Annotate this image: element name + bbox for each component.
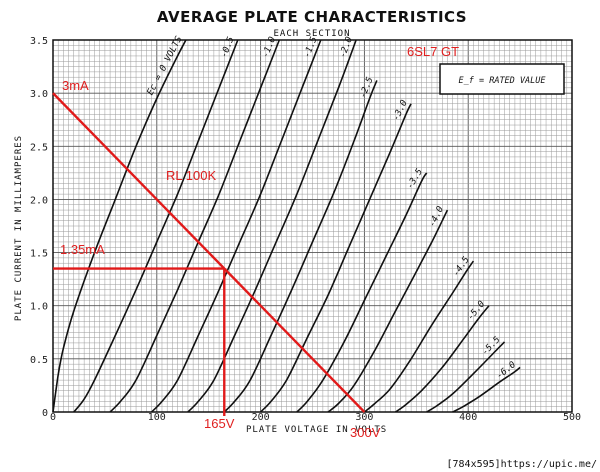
- curve--4.5: [363, 260, 475, 413]
- tick-labels: 0 100 200 300 400 500 0 0.5 1.0 1.5 2.0 2.5 3.0 3.5: [30, 36, 581, 423]
- x-axis-label: PLATE VOLTAGE IN VOLTS: [246, 425, 387, 435]
- x-tick-label: 300: [355, 412, 373, 423]
- grid: [52, 39, 573, 413]
- operating-voltage-label: 165V: [204, 416, 235, 431]
- note-box: [439, 63, 565, 95]
- chart-subtitle: EACH SECTION: [273, 29, 350, 39]
- load-line: [52, 92, 366, 413]
- x-tick-label: 200: [252, 412, 270, 423]
- curve--1.0: [109, 39, 281, 413]
- watermark: [784x595]https://upic.me/: [446, 459, 597, 470]
- plot-border: [52, 39, 573, 413]
- x-intercept-label: 300V: [350, 425, 381, 440]
- curve--2.5: [223, 80, 378, 413]
- load-line-label: RL 100K: [166, 168, 216, 183]
- curve--3.0: [260, 103, 412, 413]
- chart-title: AVERAGE PLATE CHARACTERISTICS: [157, 8, 467, 26]
- y-tick-label: 3.5: [30, 36, 48, 47]
- curve--4.0: [327, 209, 449, 413]
- y-tick-label: 0.5: [30, 355, 48, 366]
- operating-current-label: 1.35mA: [60, 242, 105, 257]
- y-tick-label: 3.0: [30, 89, 48, 100]
- y-tick-label: 0: [42, 408, 48, 419]
- y-tick-label: 1.0: [30, 302, 48, 313]
- curve--5.5: [426, 341, 506, 413]
- note-text: E_f = RATED VALUE: [459, 76, 547, 86]
- load-line-annotations: [52, 92, 366, 416]
- y-intercept-label: 3mA: [62, 78, 89, 93]
- curve--0.5: [73, 39, 239, 413]
- curve--6.0: [452, 366, 521, 413]
- tube-type-label: 6SL7 GT: [407, 44, 459, 59]
- x-tick-label: 500: [563, 412, 581, 423]
- x-tick-label: 0: [50, 412, 56, 423]
- curve--3.5: [296, 172, 428, 413]
- curve-ec-0-volts: [52, 39, 187, 413]
- curve--1.5: [151, 39, 322, 413]
- curve--2.0: [187, 39, 357, 413]
- curve--5.0: [395, 305, 490, 413]
- y-tick-label: 1.5: [30, 249, 48, 260]
- y-tick-label: 2.0: [30, 195, 48, 206]
- x-tick-label: 100: [148, 412, 166, 423]
- x-tick-label: 400: [459, 412, 477, 423]
- y-tick-label: 2.5: [30, 142, 48, 153]
- curves: [52, 39, 521, 413]
- y-axis-label: PLATE CURRENT IN MILLIAMPERES: [14, 135, 24, 321]
